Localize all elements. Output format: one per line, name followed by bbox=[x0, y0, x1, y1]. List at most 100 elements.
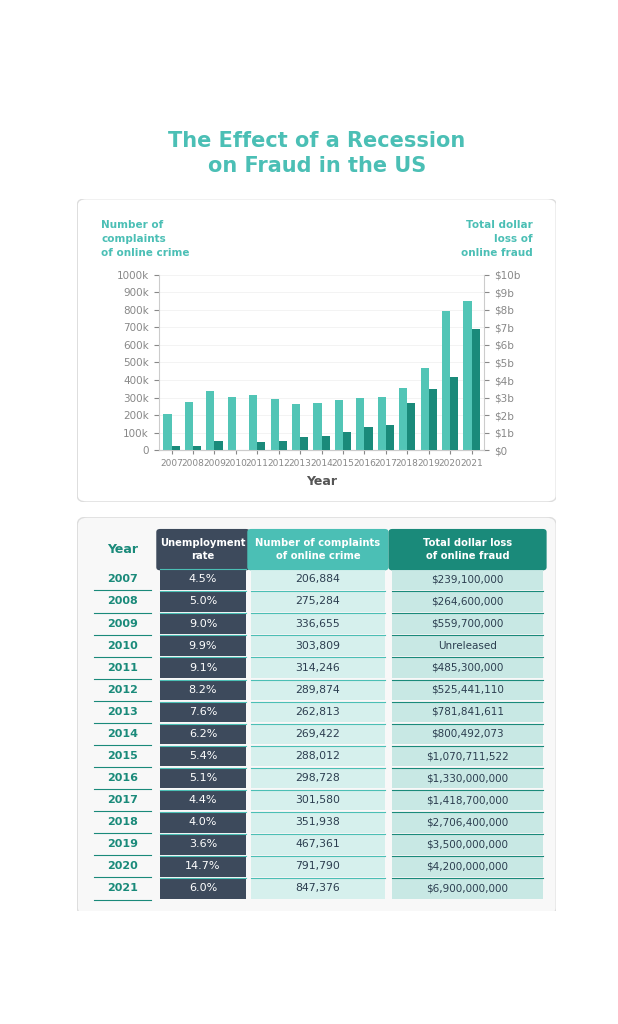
Text: 9.1%: 9.1% bbox=[188, 663, 217, 673]
Text: 6.0%: 6.0% bbox=[189, 884, 217, 894]
Text: 262,813: 262,813 bbox=[295, 707, 341, 717]
Text: $3,500,000,000: $3,500,000,000 bbox=[426, 840, 509, 849]
Text: 314,246: 314,246 bbox=[295, 663, 341, 673]
FancyBboxPatch shape bbox=[392, 856, 543, 877]
FancyBboxPatch shape bbox=[251, 812, 385, 833]
Text: Number of
complaints
of online crime: Number of complaints of online crime bbox=[101, 220, 190, 258]
Text: 2010: 2010 bbox=[108, 641, 138, 650]
Text: $1,418,700,000: $1,418,700,000 bbox=[426, 796, 509, 805]
Text: 7.6%: 7.6% bbox=[188, 707, 217, 717]
FancyBboxPatch shape bbox=[251, 569, 385, 590]
FancyBboxPatch shape bbox=[159, 701, 247, 722]
FancyBboxPatch shape bbox=[251, 680, 385, 700]
Bar bbox=[442, 311, 450, 451]
FancyBboxPatch shape bbox=[392, 879, 543, 899]
Text: Total dollar
loss of
online fraud: Total dollar loss of online fraud bbox=[460, 220, 532, 258]
FancyBboxPatch shape bbox=[251, 701, 385, 722]
Bar bbox=[356, 398, 365, 451]
FancyBboxPatch shape bbox=[159, 613, 247, 634]
FancyBboxPatch shape bbox=[159, 657, 247, 678]
FancyBboxPatch shape bbox=[77, 199, 556, 502]
Text: 14.7%: 14.7% bbox=[185, 861, 221, 871]
Text: Unemployment
rate: Unemployment rate bbox=[160, 539, 246, 561]
Bar bbox=[249, 395, 257, 451]
FancyBboxPatch shape bbox=[251, 856, 385, 877]
Bar bbox=[464, 301, 472, 451]
Text: 791,790: 791,790 bbox=[295, 861, 341, 871]
Bar bbox=[420, 369, 429, 451]
Text: 5.0%: 5.0% bbox=[189, 597, 217, 606]
Text: 4.5%: 4.5% bbox=[188, 574, 217, 585]
Text: $1,330,000,000: $1,330,000,000 bbox=[426, 773, 509, 783]
Text: 9.0%: 9.0% bbox=[188, 618, 217, 629]
Bar bbox=[343, 431, 351, 451]
FancyBboxPatch shape bbox=[159, 790, 247, 810]
Bar bbox=[172, 446, 180, 451]
Bar bbox=[279, 441, 287, 451]
Text: $800,492,073: $800,492,073 bbox=[431, 729, 504, 739]
FancyBboxPatch shape bbox=[392, 724, 543, 744]
Text: 301,580: 301,580 bbox=[295, 796, 341, 805]
X-axis label: Year: Year bbox=[306, 475, 337, 488]
Bar bbox=[399, 388, 407, 451]
FancyBboxPatch shape bbox=[251, 879, 385, 899]
FancyBboxPatch shape bbox=[392, 591, 543, 611]
FancyBboxPatch shape bbox=[392, 812, 543, 833]
FancyBboxPatch shape bbox=[159, 591, 247, 611]
FancyBboxPatch shape bbox=[159, 879, 247, 899]
Text: $485,300,000: $485,300,000 bbox=[431, 663, 504, 673]
Bar bbox=[450, 377, 458, 451]
Text: $559,700,000: $559,700,000 bbox=[431, 618, 504, 629]
Bar bbox=[257, 442, 265, 451]
Bar bbox=[313, 403, 321, 451]
FancyBboxPatch shape bbox=[247, 529, 389, 570]
FancyBboxPatch shape bbox=[392, 701, 543, 722]
FancyBboxPatch shape bbox=[159, 680, 247, 700]
Text: 4.0%: 4.0% bbox=[188, 817, 217, 827]
FancyBboxPatch shape bbox=[251, 745, 385, 766]
Text: 269,422: 269,422 bbox=[295, 729, 341, 739]
FancyBboxPatch shape bbox=[251, 790, 385, 810]
FancyBboxPatch shape bbox=[251, 724, 385, 744]
Text: 336,655: 336,655 bbox=[295, 618, 341, 629]
Text: 5.4%: 5.4% bbox=[188, 751, 217, 761]
Text: 2020: 2020 bbox=[108, 861, 138, 871]
Bar bbox=[321, 436, 329, 451]
Bar bbox=[407, 402, 415, 451]
Text: 289,874: 289,874 bbox=[295, 685, 341, 695]
Text: $525,441,110: $525,441,110 bbox=[431, 685, 504, 695]
Bar bbox=[429, 389, 437, 451]
FancyBboxPatch shape bbox=[392, 635, 543, 656]
Text: 3.6%: 3.6% bbox=[189, 840, 217, 849]
FancyBboxPatch shape bbox=[159, 635, 247, 656]
FancyBboxPatch shape bbox=[251, 613, 385, 634]
Text: 6.2%: 6.2% bbox=[188, 729, 217, 739]
Text: $6,900,000,000: $6,900,000,000 bbox=[426, 884, 509, 894]
FancyBboxPatch shape bbox=[389, 529, 547, 570]
Text: $264,600,000: $264,600,000 bbox=[431, 597, 504, 606]
FancyBboxPatch shape bbox=[159, 745, 247, 766]
Text: 8.2%: 8.2% bbox=[188, 685, 217, 695]
Text: $239,100,000: $239,100,000 bbox=[431, 574, 504, 585]
Text: Total dollar loss
of online fraud: Total dollar loss of online fraud bbox=[423, 539, 512, 561]
FancyBboxPatch shape bbox=[159, 569, 247, 590]
Text: 2013: 2013 bbox=[108, 707, 138, 717]
Text: 4.4%: 4.4% bbox=[188, 796, 217, 805]
Bar bbox=[335, 399, 343, 451]
FancyBboxPatch shape bbox=[156, 529, 250, 570]
FancyBboxPatch shape bbox=[159, 856, 247, 877]
Text: 2017: 2017 bbox=[108, 796, 138, 805]
FancyBboxPatch shape bbox=[392, 680, 543, 700]
Text: 2014: 2014 bbox=[108, 729, 138, 739]
Text: 2021: 2021 bbox=[108, 884, 138, 894]
Text: 2008: 2008 bbox=[108, 597, 138, 606]
Bar bbox=[472, 329, 480, 451]
Text: 847,376: 847,376 bbox=[295, 884, 341, 894]
Bar bbox=[365, 427, 373, 451]
Text: 288,012: 288,012 bbox=[295, 751, 341, 761]
FancyBboxPatch shape bbox=[159, 835, 247, 855]
Text: 206,884: 206,884 bbox=[295, 574, 341, 585]
Bar bbox=[163, 414, 172, 451]
FancyBboxPatch shape bbox=[251, 635, 385, 656]
Bar bbox=[193, 445, 201, 451]
